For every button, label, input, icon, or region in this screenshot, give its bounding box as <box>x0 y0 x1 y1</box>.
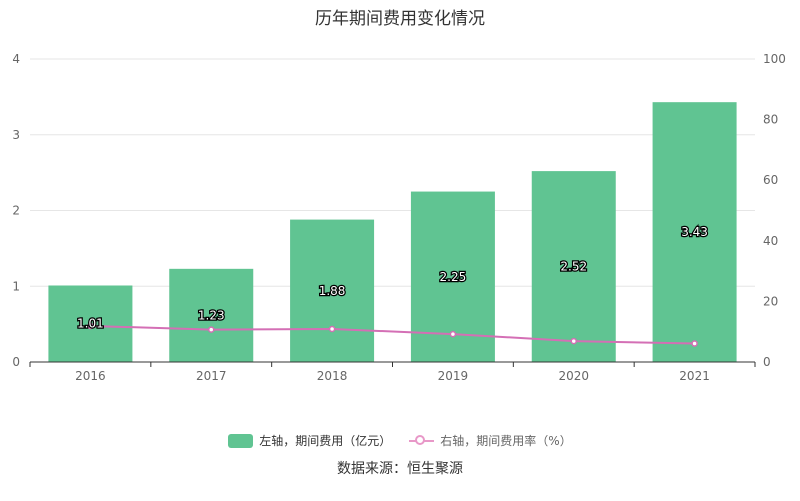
x-tick-label: 2018 <box>317 369 348 383</box>
y-left-tick-label: 4 <box>12 52 20 66</box>
bar-data-label: 1.88 <box>319 284 346 298</box>
line-point <box>208 326 215 333</box>
bar-data-label: 2.52 <box>560 260 587 274</box>
bar-data-label: 2.25 <box>440 270 467 284</box>
x-tick-label: 2021 <box>679 369 710 383</box>
bar-data-label: 1.01 <box>77 317 104 331</box>
y-right-tick-label: 0 <box>763 355 771 369</box>
data-source: 数据来源：恒生聚源 <box>337 461 463 477</box>
y-right-tick-label: 60 <box>763 173 778 187</box>
y-left-tick-label: 1 <box>12 279 20 293</box>
legend-item-line[interactable]: 右轴，期间费用率（%） <box>409 432 572 449</box>
y-left-tick-label: 3 <box>12 128 20 142</box>
rate-line <box>90 324 695 345</box>
y-right-tick-label: 20 <box>763 294 778 308</box>
line-point <box>449 330 457 338</box>
y-right-tick-label: 40 <box>763 234 778 248</box>
bar <box>290 219 375 362</box>
legend-label-line: 右轴，期间费用率（%） <box>440 434 572 448</box>
x-tick-label: 2019 <box>438 369 469 383</box>
legend-swatch-line <box>409 434 435 448</box>
chart-title: 历年期间费用变化情况 <box>315 9 485 29</box>
bar-data-label: 3.43 <box>681 225 708 239</box>
x-tick-label: 2017 <box>196 369 227 383</box>
line-point <box>570 337 577 345</box>
bar-data-label: 1.23 <box>198 308 225 322</box>
legend-label-bar: 左轴，期间费用（亿元） <box>259 434 392 448</box>
y-right-tick-label: 100 <box>763 52 786 66</box>
bar <box>169 268 254 362</box>
line-point <box>328 325 336 333</box>
x-tick-label: 2016 <box>75 369 106 383</box>
legend-swatch-bar <box>228 433 254 448</box>
line-point <box>87 322 94 330</box>
x-tick-label: 2020 <box>558 369 589 383</box>
legend: 左轴，期间费用（亿元） 右轴，期间费用率（%） <box>0 432 800 449</box>
y-left-tick-label: 2 <box>12 204 20 218</box>
bar <box>652 102 737 363</box>
y-right-tick-label: 80 <box>763 113 778 127</box>
line-point <box>691 340 698 347</box>
y-left-tick-label: 0 <box>12 355 20 369</box>
bar <box>531 171 616 362</box>
legend-item-bar[interactable]: 左轴，期间费用（亿元） <box>228 432 391 449</box>
